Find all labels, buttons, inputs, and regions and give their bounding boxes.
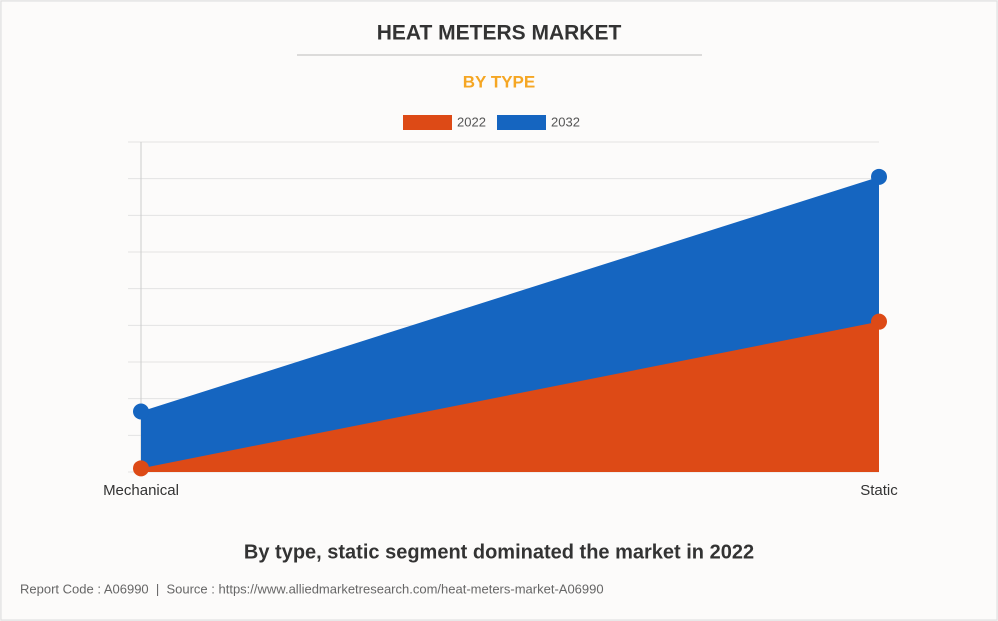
point [871,168,887,185]
point [133,460,149,477]
point [133,403,149,420]
legend-swatch [403,115,452,130]
chart-subtitle: BY TYPE [463,72,535,91]
chart-title: HEAT METERS MARKET [377,22,622,45]
x-tick-label: Mechanical [103,482,179,499]
legend-label: 2032 [551,114,580,129]
footer: Report Code : A06990 | Source : https://… [20,581,604,596]
legend-label: 2022 [457,114,486,129]
x-tick-label: Static [860,482,898,499]
area [141,321,879,472]
point [871,313,887,330]
caption: By type, static segment dominated the ma… [244,541,754,563]
legend-swatch [497,115,546,130]
